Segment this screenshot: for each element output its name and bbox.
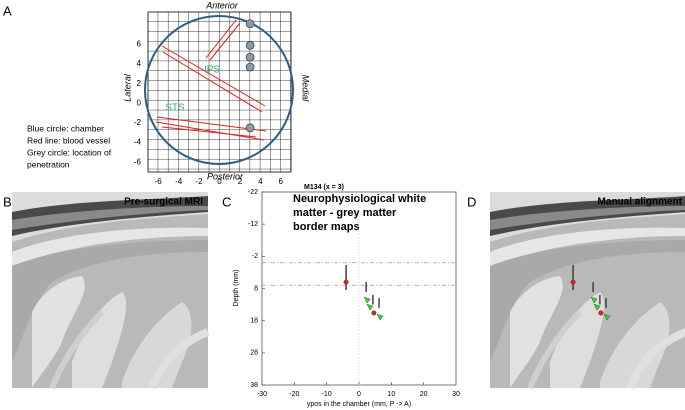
x-tick-label: -10 bbox=[322, 391, 332, 398]
orientation-label: Posterior bbox=[207, 171, 244, 181]
orientation-label: Lateral bbox=[122, 73, 132, 102]
y-tick-label: 18 bbox=[250, 318, 258, 325]
y-tick-label: -12 bbox=[248, 221, 258, 228]
penetration-point bbox=[245, 62, 255, 72]
x-tick-label: 10 bbox=[387, 391, 395, 398]
x-tick-label: 6 bbox=[279, 177, 284, 186]
sulcus-label: STS bbox=[165, 103, 185, 114]
border-point bbox=[590, 296, 598, 304]
panel-letter: B bbox=[3, 194, 12, 209]
y-tick-label: 2 bbox=[137, 79, 142, 88]
mri-title: Manual alignment bbox=[598, 197, 683, 208]
border-point bbox=[363, 296, 371, 304]
x-tick-label: 20 bbox=[420, 391, 428, 398]
y-tick-label: 28 bbox=[250, 350, 258, 357]
y-tick-label: -2 bbox=[134, 118, 142, 127]
legend-text: Blue circle: chamber Red line: blood ves… bbox=[27, 123, 112, 169]
x-axis-label: ypos in the chamber (mm, P -> A) bbox=[307, 401, 411, 408]
mri-title: Pre-surgical MRI bbox=[124, 197, 203, 208]
y-tick-label: 8 bbox=[254, 285, 258, 292]
chart-title: M134 (x = 3) bbox=[304, 184, 344, 191]
border-point bbox=[570, 279, 576, 285]
annotation-line: matter - grey matter bbox=[293, 207, 397, 219]
x-tick-label: -4 bbox=[175, 177, 183, 186]
x-tick-label: -30 bbox=[257, 391, 267, 398]
y-tick-label: 38 bbox=[250, 382, 258, 389]
x-tick-label: -6 bbox=[155, 177, 163, 186]
border-point bbox=[343, 279, 349, 285]
legend-line: Blue circle: chamber bbox=[27, 123, 104, 133]
annotation-line: Neurophysiological white bbox=[293, 193, 426, 205]
x-tick-label: 2 bbox=[238, 177, 243, 186]
annotation-line: border maps bbox=[293, 221, 360, 233]
penetration-point bbox=[245, 19, 255, 29]
border-point bbox=[371, 310, 377, 316]
legend-line: Red line: blood vessel bbox=[27, 135, 110, 145]
border-point bbox=[366, 303, 374, 311]
legend-line: penetration bbox=[27, 159, 70, 169]
border-point bbox=[593, 303, 601, 311]
y-tick-label: -6 bbox=[134, 157, 142, 166]
x-tick-label: 4 bbox=[258, 177, 263, 186]
y-tick-label: -22 bbox=[248, 189, 258, 196]
border-point bbox=[376, 313, 384, 321]
orientation-label: Anterior bbox=[205, 0, 239, 10]
y-tick-label: 6 bbox=[137, 40, 142, 49]
x-tick-label: 0 bbox=[357, 391, 361, 398]
panel-letter: D bbox=[467, 194, 476, 209]
x-tick-label: 0 bbox=[217, 177, 222, 186]
orientation-label: Medial bbox=[301, 75, 311, 103]
blood-vessels bbox=[155, 19, 267, 141]
y-tick-label: -4 bbox=[134, 138, 142, 147]
x-tick-label: -20 bbox=[289, 391, 299, 398]
mri-image bbox=[12, 192, 208, 388]
y-tick-label: 4 bbox=[137, 59, 142, 68]
x-tick-label: 30 bbox=[452, 391, 460, 398]
penetration-point bbox=[245, 123, 255, 133]
annotation: Neurophysiological white matter - grey m… bbox=[293, 193, 426, 233]
border-point bbox=[598, 310, 604, 316]
sulcus-label: IPS bbox=[204, 65, 220, 76]
mri-image bbox=[490, 192, 685, 388]
legend-line: Grey circle: location of bbox=[27, 147, 112, 157]
x-tick-label: -2 bbox=[196, 177, 204, 186]
y-axis-label: Depth (mm) bbox=[233, 270, 240, 307]
panel-letter: A bbox=[3, 3, 12, 18]
penetration-point bbox=[245, 52, 255, 62]
y-tick-label: -2 bbox=[252, 253, 258, 260]
y-tick-label: 0 bbox=[137, 98, 142, 107]
panel-letter: C bbox=[222, 194, 231, 209]
penetration-point bbox=[245, 40, 255, 50]
chamber-circle bbox=[144, 15, 294, 165]
border-point bbox=[603, 313, 611, 321]
